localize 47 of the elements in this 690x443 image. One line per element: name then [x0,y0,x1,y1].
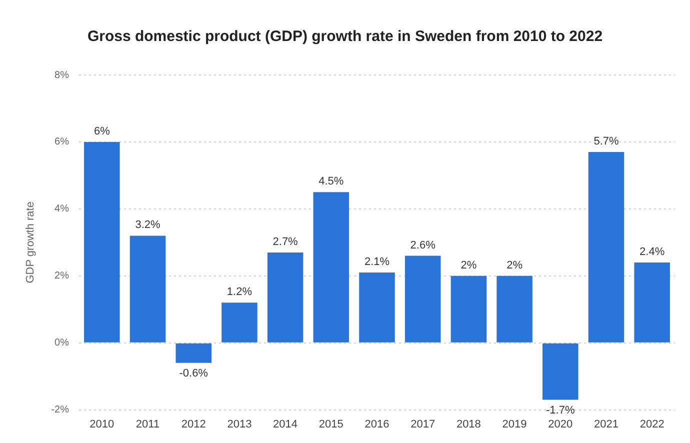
bar [404,256,441,342]
y-tick-label: 4% [54,204,70,215]
data-label: 6% [94,125,110,138]
x-tick-label: 2014 [273,418,298,430]
data-label: 4.5% [318,176,344,188]
x-tick-label: 2018 [456,418,481,430]
data-label: 2.7% [272,236,298,248]
bar [359,272,395,342]
y-tick-label: 6% [54,136,70,148]
x-tick-label: 2019 [502,418,527,430]
data-label: 3.2% [135,219,161,232]
x-tick-label: 2015 [318,418,344,430]
bar [176,343,212,363]
bar [450,276,487,342]
data-label: 1.2% [226,286,252,298]
data-label: -1.7% [546,404,575,416]
y-tick-label: -2% [51,404,70,416]
data-label: 2.6% [410,239,436,252]
data-label: 2% [506,259,523,272]
data-label: 2% [460,259,477,272]
bar [542,343,578,400]
y-tick-label: 2% [54,270,70,282]
bar [84,142,120,342]
bar [267,252,304,342]
bar [222,302,258,342]
bar [588,152,624,342]
data-label: 2.1% [364,256,390,268]
bar [634,262,670,342]
data-label: 5.7% [594,136,619,148]
y-tick-label: 8% [54,70,70,81]
data-label: 2.4% [640,246,665,258]
y-tick-label: 0% [54,338,70,349]
x-tick-label: 2021 [594,418,618,430]
bar [130,236,166,342]
x-tick-label: 2012 [181,418,206,430]
x-tick-label: 2022 [640,418,664,430]
bar [496,276,532,342]
data-label: -0.6% [179,367,208,380]
x-tick-label: 2010 [90,418,114,430]
y-axis-title: GDP growth rate [24,202,37,284]
x-tick-label: 2011 [136,418,160,430]
x-tick-label: 2020 [548,418,573,430]
x-tick-label: 2017 [410,418,436,430]
bar [313,192,350,342]
x-tick-label: 2013 [227,418,252,430]
chart-title: Gross domestic product (GDP) growth rate in Sweden from 2010 to 2022 [86,28,604,45]
x-tick-label: 2016 [364,418,390,430]
